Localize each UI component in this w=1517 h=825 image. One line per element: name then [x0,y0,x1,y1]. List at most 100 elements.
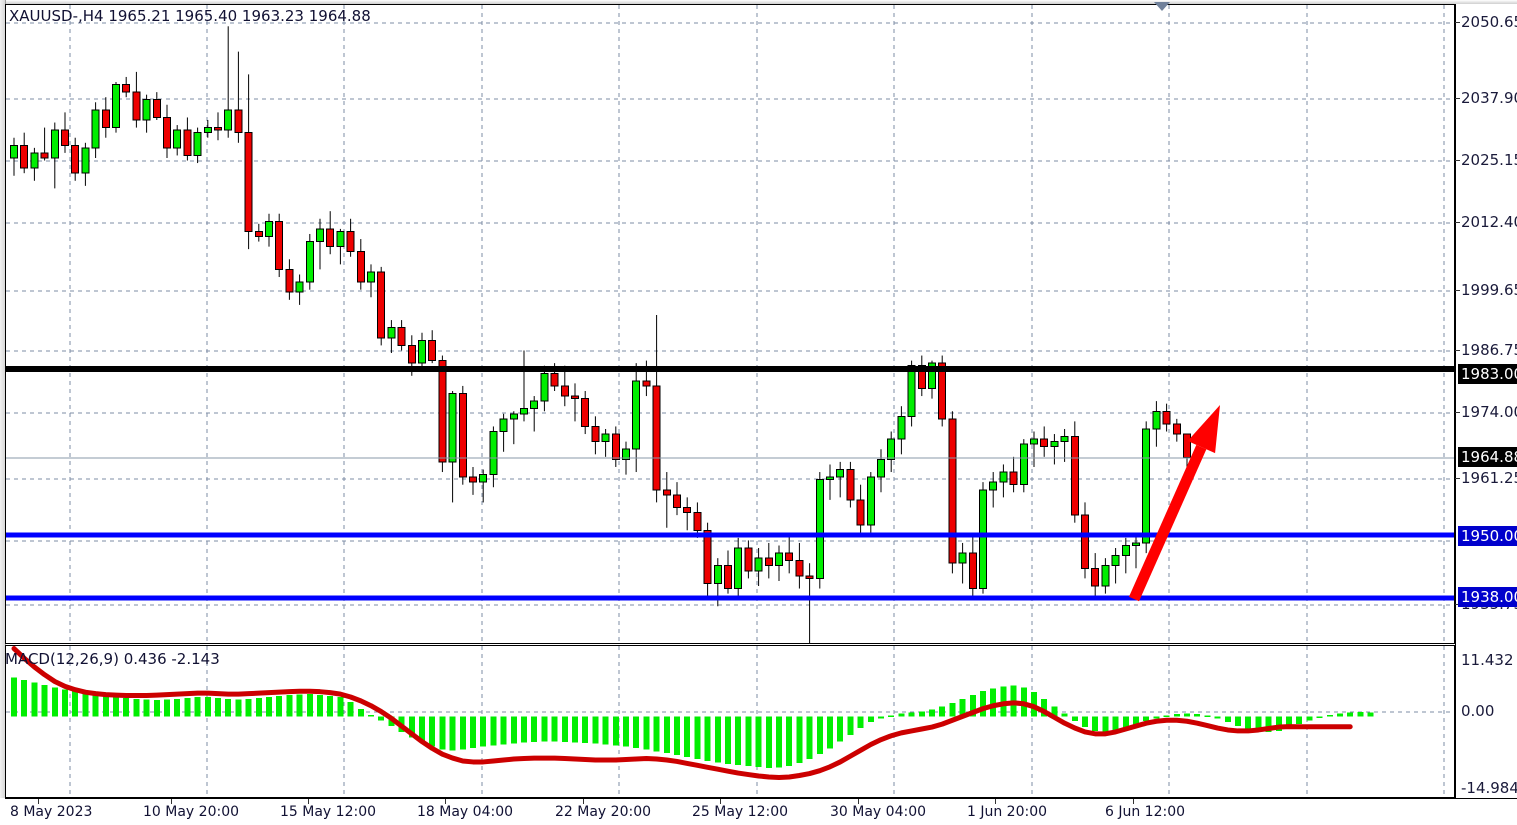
macd-histogram [11,677,1374,768]
macd-histogram-bar [847,716,854,735]
price-chart-panel[interactable] [5,4,1455,644]
candle-body [968,552,977,590]
macd-histogram-bar [918,711,925,717]
trend-arrow-shaft [1128,444,1207,602]
candle-body [652,385,661,491]
candle-body [224,109,233,131]
candle-body [989,481,998,491]
macd-histogram-bar [1316,716,1323,718]
candle-body [856,499,865,526]
macd-histogram-bar [490,716,497,746]
trend-arrow[interactable] [1128,405,1220,602]
candle-body [1111,555,1120,567]
macd-histogram-bar [725,716,731,764]
macd-histogram-bar [1061,713,1068,717]
macd-histogram-bar [1133,716,1139,726]
candle-body [1132,542,1140,546]
candle-body [1070,436,1079,516]
price-axis-tick [1455,350,1460,351]
candle-body [540,372,549,402]
candle-body [101,109,110,129]
macd-histogram-bar [908,712,915,717]
time-axis-label: 30 May 04:00 [830,804,927,820]
macd-histogram-bar [21,680,28,717]
macd-histogram-bar [62,689,68,717]
candle-body [1152,410,1161,430]
price-axis-label-1983-00[interactable]: 1983.00 [1458,364,1517,384]
macd-histogram-bar [1347,712,1354,717]
macd-histogram-bar [419,716,425,743]
candle-body [938,362,947,420]
macd-histogram-bar [1102,716,1109,733]
price-axis-tick [1455,22,1460,23]
macd-histogram-bar [41,684,48,717]
chart-title: XAUUSD-,H4 1965.21 1965.40 1963.23 1964.… [9,7,371,25]
candle-body [244,132,253,232]
macd-histogram-bar [674,716,680,756]
candle-body [1009,471,1018,486]
macd-signal-line [11,646,1353,780]
candle-body [152,99,161,118]
candle-body [387,327,396,339]
macd-histogram-bar [194,697,201,717]
macd-histogram-bar [684,716,691,758]
macd-histogram-bar [878,716,884,719]
macd-histogram-bar [470,716,476,748]
macd-indicator-label: MACD(12,26,9) 0.436 -2.143 [5,650,220,668]
macd-histogram-bar [1194,713,1201,717]
macd-histogram-bar [296,694,303,717]
candle-body [826,476,834,481]
macd-histogram-bar [276,696,283,717]
candle-body [724,565,732,590]
macd-histogram-bar [827,716,833,749]
time-axis-tick [38,799,39,804]
candle-body [499,418,508,433]
macd-indicator-panel[interactable] [5,645,1455,798]
macd-plot-svg [6,646,1454,797]
price-axis-label-1938-00[interactable]: 1938.00 [1458,587,1517,607]
macd-histogram-bar [184,697,191,717]
top-marker-triangle-down-icon [1154,2,1170,11]
price-axis-label-1950-00[interactable]: 1950.00 [1458,526,1517,546]
macd-histogram-bar [317,695,323,717]
macd-histogram-bar [164,699,170,717]
candle-body [295,281,304,293]
macd-histogram-bar [1122,716,1129,729]
axis-divider [1455,4,1456,798]
macd-histogram-bar [31,682,38,717]
time-axis-tick [995,799,996,804]
candle-body [448,393,457,463]
macd-histogram-bar [255,697,262,717]
candle-body [336,230,345,248]
macd-histogram-bar [480,716,487,747]
time-axis[interactable]: 8 May 2023 10 May 20:00 15 May 12:00 18 May… [5,798,1517,825]
candle-body [775,552,783,567]
macd-histogram-bar [51,687,58,717]
candle-series [10,26,1191,643]
macd-histogram-bar [806,716,813,760]
macd-histogram-bar [82,693,89,717]
macd-histogram-bar [612,716,619,746]
macd-histogram-bar [816,716,823,755]
macd-histogram-bar [378,716,385,721]
macd-histogram-bar [153,699,160,717]
time-axis-tick [583,799,584,804]
candle-body [1019,443,1028,486]
macd-histogram-bar [408,716,415,738]
macd-histogram-bar [266,697,272,717]
candle-body [979,489,987,590]
macd-histogram-bar [949,702,956,717]
time-axis-tick [858,799,859,804]
macd-histogram-bar [337,697,344,717]
candle-body [1101,565,1110,587]
candle-body [530,400,539,410]
macd-histogram-bar [796,716,803,763]
candle-body [305,241,314,283]
price-axis-tick [1455,604,1460,605]
candle-body [61,129,69,146]
candle-body [928,362,936,389]
price-axis-label-1964-88[interactable]: 1964.88 [1458,447,1517,467]
price-axis-column[interactable]: 2050.65 2037.90 2025.15 2012.40 1999.65 1986.… [1455,4,1517,798]
candle-body [1183,433,1191,458]
macd-histogram-bar [980,691,986,717]
